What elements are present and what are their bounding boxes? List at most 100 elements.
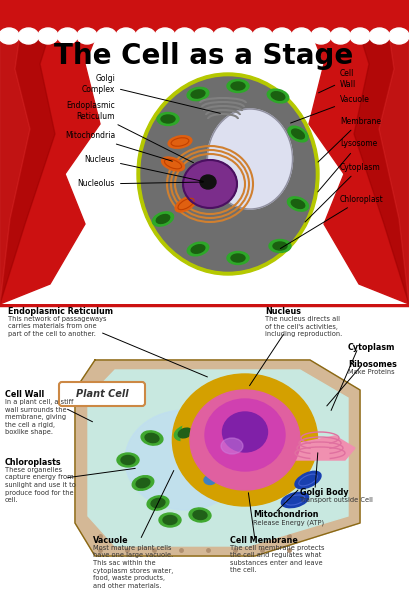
Ellipse shape	[292, 28, 312, 44]
Ellipse shape	[389, 28, 409, 44]
Polygon shape	[379, 0, 409, 304]
Ellipse shape	[207, 109, 292, 209]
Ellipse shape	[97, 28, 117, 44]
Ellipse shape	[157, 112, 179, 125]
Ellipse shape	[200, 175, 216, 189]
Text: Nucleus: Nucleus	[85, 154, 203, 181]
Ellipse shape	[288, 197, 308, 211]
Text: Chloroplast: Chloroplast	[281, 195, 384, 249]
Ellipse shape	[163, 516, 177, 525]
Ellipse shape	[18, 28, 38, 44]
Ellipse shape	[156, 215, 170, 224]
Ellipse shape	[132, 475, 154, 490]
Text: Membrane: Membrane	[318, 117, 381, 162]
Polygon shape	[0, 0, 60, 304]
Text: In a plant cell, a stiff
wall surrounds the
membrane, giving
the cell a rigid,
b: In a plant cell, a stiff wall surrounds …	[5, 399, 73, 435]
Ellipse shape	[153, 212, 173, 226]
Ellipse shape	[213, 28, 234, 44]
Ellipse shape	[151, 499, 165, 508]
Text: Mitochondria: Mitochondria	[65, 131, 172, 161]
Ellipse shape	[189, 508, 211, 522]
Ellipse shape	[233, 28, 253, 44]
Ellipse shape	[369, 28, 389, 44]
Ellipse shape	[227, 80, 249, 92]
Ellipse shape	[221, 438, 243, 454]
Polygon shape	[299, 0, 409, 304]
Ellipse shape	[141, 77, 315, 271]
Ellipse shape	[204, 475, 216, 485]
Ellipse shape	[77, 28, 97, 44]
Text: Cell
Wall: Cell Wall	[319, 69, 356, 93]
Polygon shape	[0, 0, 120, 36]
Ellipse shape	[147, 496, 169, 510]
Ellipse shape	[162, 157, 184, 171]
Polygon shape	[285, 436, 355, 460]
Ellipse shape	[291, 199, 305, 209]
Ellipse shape	[190, 390, 300, 490]
Text: Lysosome: Lysosome	[318, 139, 377, 192]
Text: Mitochondrion: Mitochondrion	[253, 510, 319, 519]
Ellipse shape	[227, 252, 249, 264]
Ellipse shape	[175, 196, 197, 212]
Ellipse shape	[136, 478, 150, 488]
Ellipse shape	[231, 82, 245, 90]
Ellipse shape	[269, 240, 291, 252]
Ellipse shape	[222, 412, 267, 452]
Ellipse shape	[311, 28, 331, 44]
Text: Cell Membrane: Cell Membrane	[230, 536, 298, 545]
Ellipse shape	[161, 115, 175, 123]
Ellipse shape	[267, 89, 289, 103]
Text: Nucleolus: Nucleolus	[78, 179, 203, 188]
Text: Ribosomes: Ribosomes	[348, 360, 397, 369]
Text: Golgi Body: Golgi Body	[300, 488, 348, 497]
Ellipse shape	[193, 511, 207, 519]
Ellipse shape	[288, 126, 308, 142]
Ellipse shape	[191, 90, 205, 98]
Ellipse shape	[117, 453, 139, 467]
Text: This network of passageways
carries materials from one
part of the cell to anoth: This network of passageways carries mate…	[8, 316, 106, 337]
Ellipse shape	[141, 431, 163, 445]
Ellipse shape	[273, 242, 287, 250]
Ellipse shape	[350, 28, 370, 44]
Ellipse shape	[173, 374, 318, 506]
Ellipse shape	[194, 28, 214, 44]
Polygon shape	[0, 0, 110, 304]
Ellipse shape	[0, 28, 19, 44]
Text: Vacuole: Vacuole	[291, 94, 370, 123]
Ellipse shape	[183, 160, 237, 208]
Text: The cell membrane protects
the cell and regulates what
substances enter and leav: The cell membrane protects the cell and …	[230, 545, 324, 573]
Text: Cytoplasm: Cytoplasm	[305, 162, 381, 222]
Ellipse shape	[190, 390, 300, 490]
Polygon shape	[290, 0, 409, 36]
Text: Make Proteins: Make Proteins	[348, 369, 395, 375]
Ellipse shape	[58, 28, 77, 44]
Ellipse shape	[187, 88, 209, 101]
Text: The Cell as a Stage: The Cell as a Stage	[54, 42, 354, 70]
Ellipse shape	[231, 254, 245, 262]
Ellipse shape	[178, 428, 192, 438]
Text: These organelles
capture energy from
sunlight and use it to
produce food for the: These organelles capture energy from sun…	[5, 467, 76, 503]
Polygon shape	[349, 0, 409, 304]
Polygon shape	[0, 0, 30, 304]
Ellipse shape	[38, 28, 58, 44]
Ellipse shape	[295, 471, 321, 489]
Text: Cell Wall: Cell Wall	[5, 390, 44, 399]
Ellipse shape	[168, 136, 192, 148]
Text: Cytoplasm: Cytoplasm	[348, 343, 396, 352]
Text: Endoplasmic Reticulum: Endoplasmic Reticulum	[8, 307, 113, 316]
Ellipse shape	[271, 92, 285, 100]
Ellipse shape	[205, 399, 285, 471]
Text: Vacuole: Vacuole	[93, 536, 128, 545]
Ellipse shape	[159, 513, 181, 527]
Bar	[0, 0, 409, 36]
Ellipse shape	[116, 28, 136, 44]
Text: Most mature plant cells
have one large vacuole.
This sac within the
cytoplasm st: Most mature plant cells have one large v…	[93, 545, 173, 589]
Text: The nucleus directs all
of the cell's activities,
including reproduction.: The nucleus directs all of the cell's ac…	[265, 316, 342, 337]
Ellipse shape	[175, 28, 195, 44]
Ellipse shape	[292, 129, 304, 139]
Ellipse shape	[137, 73, 319, 275]
Ellipse shape	[181, 382, 309, 498]
Text: Nucleus: Nucleus	[265, 307, 301, 316]
Ellipse shape	[174, 426, 196, 441]
Ellipse shape	[145, 434, 159, 443]
